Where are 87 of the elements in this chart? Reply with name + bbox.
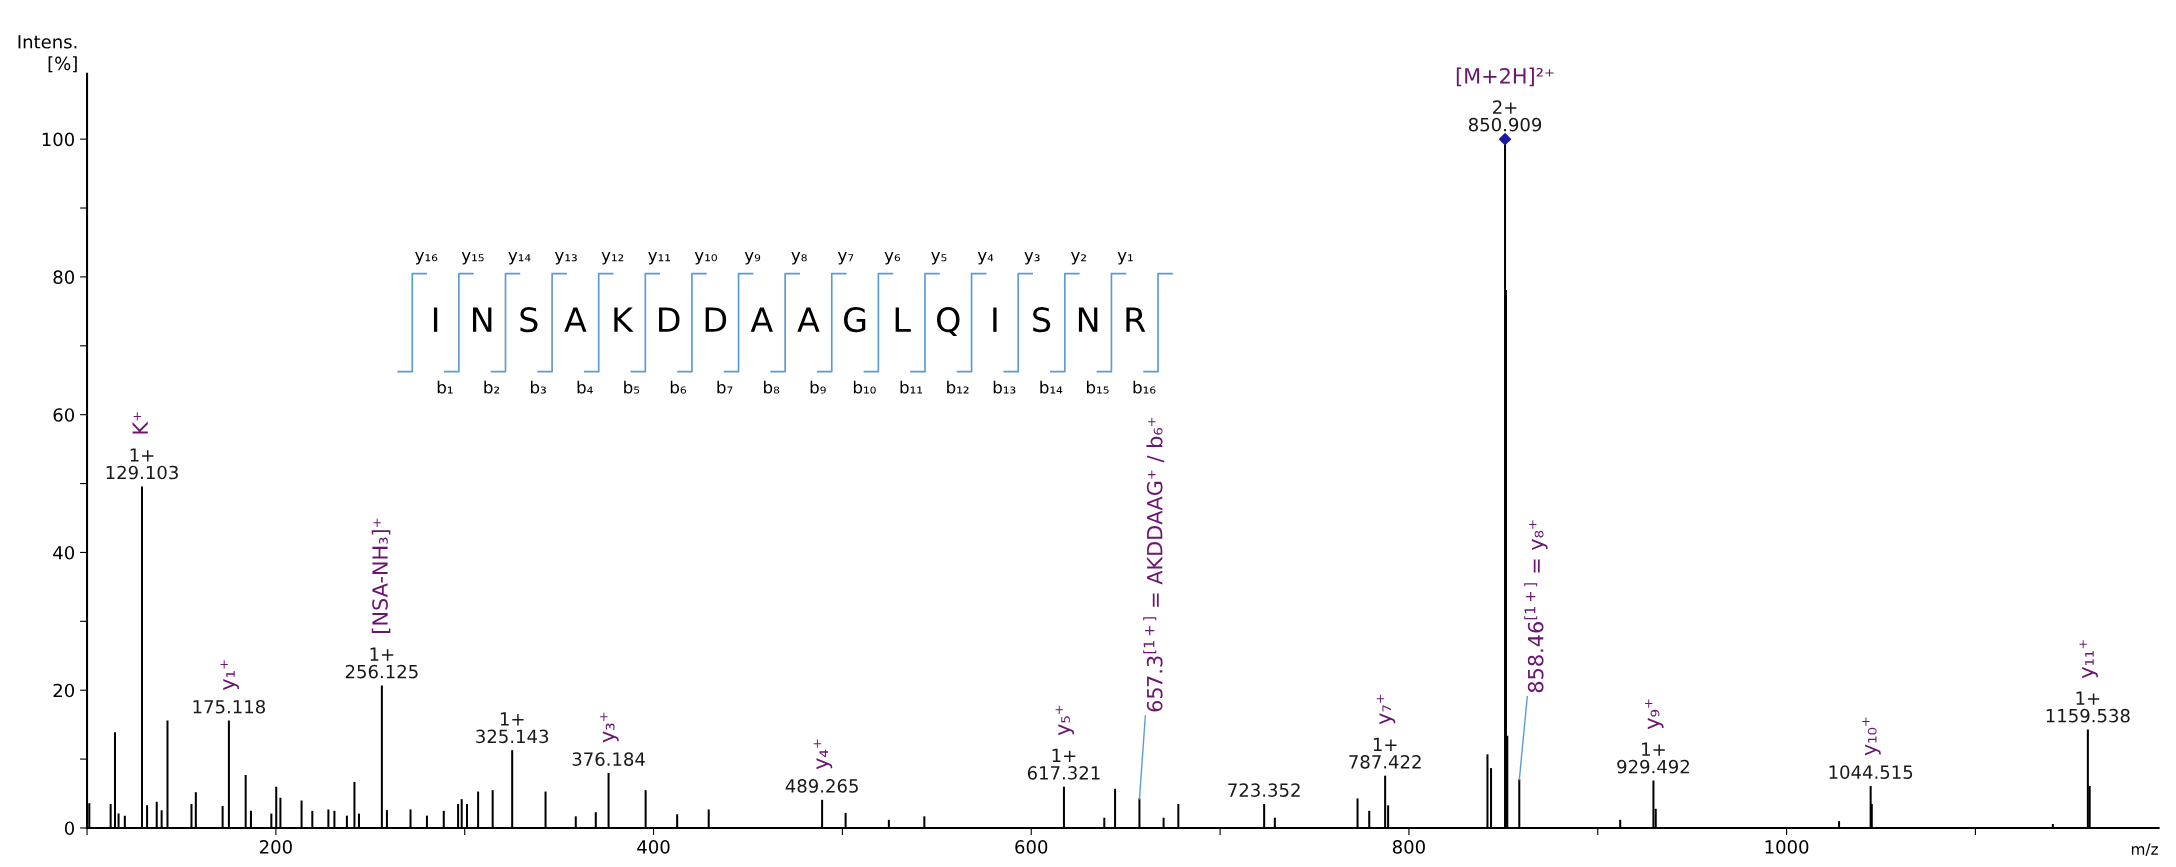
annotation: 657.3$^{[1+]}$ = AKDDAAG⁺ / b₆⁺: [1143, 417, 1165, 712]
annotation: y₁₀: [694, 251, 717, 265]
annotation: b₁₄: [1040, 380, 1063, 394]
annotation: 858.46$^{[1+]}$ = y₈⁺: [1524, 520, 1548, 693]
x-tick-label: 1000: [1765, 840, 1809, 854]
annotation: b₂: [484, 380, 500, 394]
annotation: 1+ 617.321: [1027, 748, 1100, 780]
annotation: y₁₃: [554, 251, 577, 265]
x-axis-title: m/z: [2131, 843, 2158, 857]
annotation: Q: [937, 307, 960, 337]
annotation: b₅: [624, 380, 640, 394]
annotation: N: [1078, 307, 1098, 332]
annotation: y₃⁺: [600, 712, 619, 743]
annotation: K⁺: [132, 412, 148, 434]
annotation: 1+ 929.492: [1617, 742, 1689, 774]
annotation: b₁₃: [993, 380, 1016, 394]
annotation: y₁₀⁺: [1862, 717, 1881, 756]
annotation: y₇: [837, 251, 854, 265]
annotation: 1+ 129.103: [106, 448, 178, 480]
y-tick-label: 0: [64, 821, 75, 836]
annotation: y₁₁: [648, 251, 671, 265]
annotation: [NSA-NH₃]⁺: [371, 518, 391, 633]
annotation: [M+2H]²⁺: [1456, 67, 1554, 87]
annotation: b₉: [810, 380, 826, 394]
annotation: 723.352: [1228, 783, 1300, 797]
annotation: b₁₅: [1086, 380, 1109, 394]
annotation: N: [472, 307, 492, 332]
annotation: S: [520, 307, 538, 333]
annotation: y₁₆: [415, 251, 438, 265]
annotation: 489.265: [785, 779, 858, 793]
annotation: 1+ 1159.538: [2046, 691, 2130, 723]
annotation: b₈: [764, 380, 780, 394]
annotation: b₄: [577, 380, 593, 394]
y-tick-label: 20: [53, 683, 75, 698]
annotation: y₄: [977, 251, 994, 265]
annotation: y₉⁺: [1645, 699, 1664, 730]
annotation: y₅⁺: [1055, 705, 1075, 736]
annotation: A: [564, 307, 587, 332]
y-axis-title: Intens. [%]: [18, 35, 77, 73]
annotation: y₉: [744, 251, 761, 265]
annotation: y₁₅: [461, 251, 484, 265]
annotation: b₆: [670, 380, 687, 394]
annotation: y₁₁⁺: [2079, 640, 2098, 679]
annotation: b₁₁: [900, 380, 923, 394]
x-tick-label: 800: [1392, 840, 1425, 854]
annotation: y₄⁺: [813, 739, 833, 770]
annotation: b₁: [437, 380, 453, 394]
annotation: y₁⁺: [220, 660, 239, 691]
annotation: 2+ 850.909: [1468, 100, 1542, 132]
annotation: R: [1126, 307, 1146, 332]
x-tick-label: 200: [259, 840, 292, 854]
x-tick-label: 400: [637, 840, 670, 854]
annotation: b₁₀: [853, 380, 876, 394]
annotation: A: [797, 307, 820, 332]
annotation: K: [614, 307, 634, 332]
annotation: y₁₂: [601, 251, 624, 265]
annotation: 376.184: [572, 752, 645, 766]
annotation: 1+ 256.125: [345, 647, 418, 679]
annotation: y₈: [791, 251, 807, 265]
annotation: L: [895, 307, 911, 332]
annotation: y₁: [1117, 251, 1133, 265]
annotation: I: [433, 307, 438, 332]
y-tick-label: 60: [53, 408, 75, 422]
annotation: b₁₆: [1133, 380, 1156, 394]
y-tick-label: 40: [53, 545, 75, 560]
annotation: D: [705, 307, 727, 332]
annotation: 1+ 787.422: [1349, 737, 1421, 769]
annotation: 1044.515: [1829, 765, 1913, 779]
x-tick-label: 600: [1015, 840, 1048, 854]
y-tick-label: 100: [42, 132, 75, 147]
annotation: b₁₂: [947, 380, 969, 394]
annotation: y₅: [931, 251, 947, 265]
annotation: A: [750, 307, 773, 332]
annotation: G: [844, 307, 866, 333]
annotation: b₇: [717, 380, 733, 394]
annotation: y₁₄: [508, 251, 531, 265]
annotation: S: [1033, 307, 1051, 333]
annotation: 1+ 325.143: [476, 712, 549, 744]
annotation: D: [659, 307, 680, 332]
annotation: y₃: [1024, 251, 1040, 265]
annotation: 175.118: [193, 699, 265, 714]
annotation: I: [993, 307, 997, 332]
annotation: y₂: [1071, 251, 1087, 265]
annotation: b₃: [531, 380, 546, 394]
annotation: y₆: [884, 251, 901, 265]
annotation: y₇⁺: [1376, 694, 1396, 725]
y-tick-label: 80: [53, 270, 75, 285]
